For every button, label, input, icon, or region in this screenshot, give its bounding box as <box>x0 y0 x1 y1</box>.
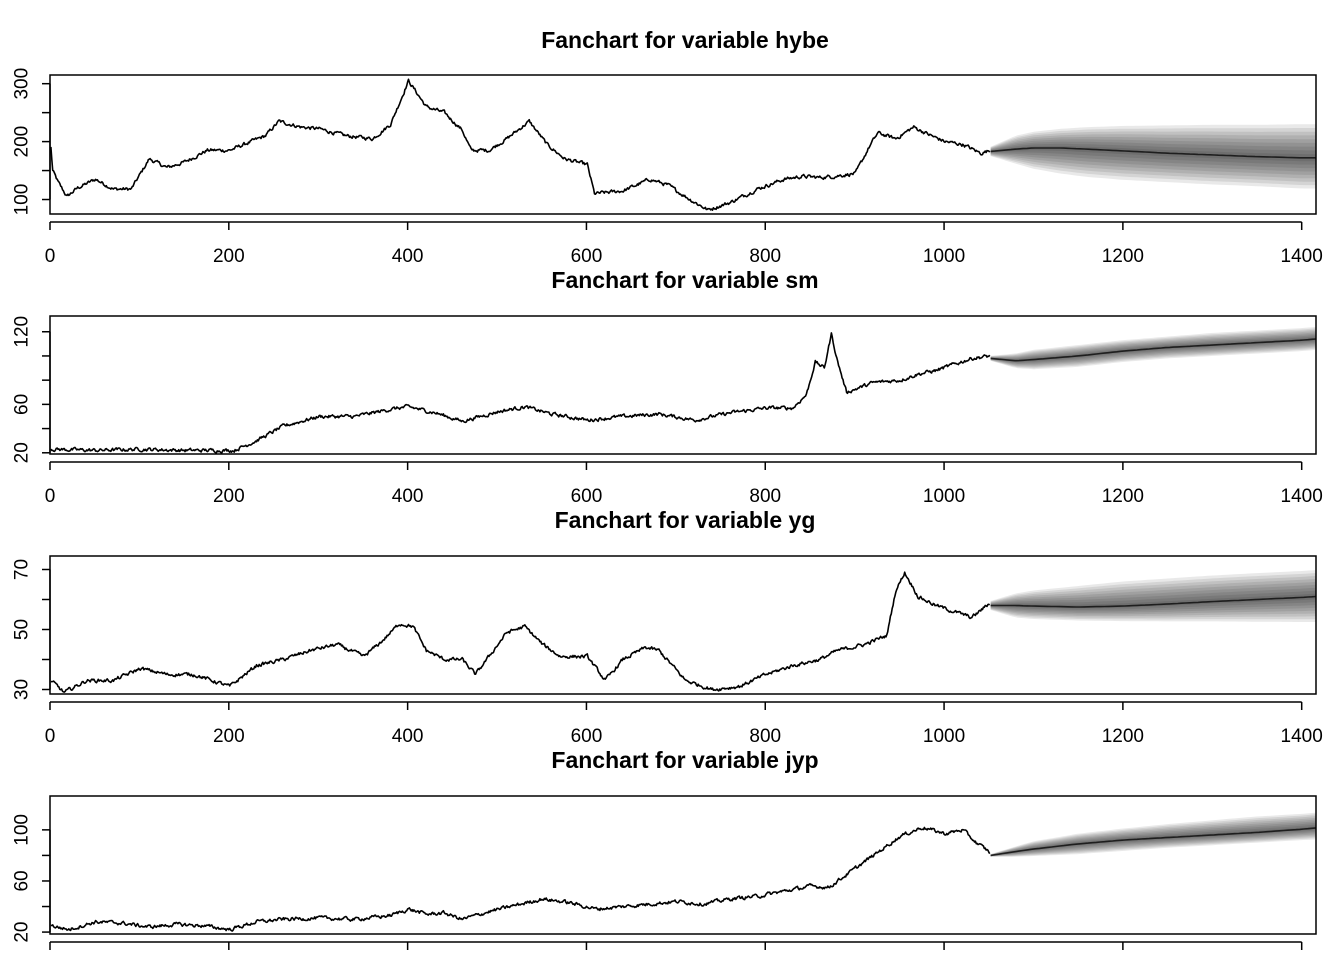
panel-4: Fanchart for variable jyp 20 60 100 <box>12 747 1317 950</box>
fan-band <box>990 814 1316 857</box>
x-tick-label: 1000 <box>923 726 965 747</box>
x-tick-label: 1400 <box>1281 726 1323 747</box>
panel-1: Fanchart for variable hybe 0 200 400 600 800 1… <box>12 27 1323 267</box>
fan-band <box>990 812 1316 857</box>
chart-title: Fanchart for variable hybe <box>541 27 829 53</box>
y-tick-label: 100 <box>12 184 33 216</box>
plot-frame <box>49 315 1317 455</box>
fan-band <box>990 817 1316 857</box>
y-tick-label: 60 <box>12 394 33 415</box>
chart-title: Fanchart for variable yg <box>555 507 816 533</box>
chart-title: Fanchart for variable sm <box>551 267 818 293</box>
x-tick-label: 400 <box>392 726 424 747</box>
panel-2: Fanchart for variable sm 0 200 400 600 800 100… <box>12 267 1323 507</box>
y-tick-label: 60 <box>12 870 33 891</box>
fan-band <box>990 822 1316 856</box>
x-tick-label: 200 <box>213 246 245 267</box>
y-tick-label: 70 <box>12 559 33 580</box>
x-tick-label: 1200 <box>1102 246 1144 267</box>
series-line <box>50 78 991 211</box>
fan-band <box>990 145 1316 162</box>
forecast-mean-line <box>990 595 1317 608</box>
fan-band <box>990 136 1316 175</box>
x-tick-label: 400 <box>392 486 424 507</box>
fan-band <box>990 128 1316 186</box>
fan-band <box>990 824 1316 856</box>
fan-band <box>990 584 1316 613</box>
fan-band <box>990 593 1316 609</box>
panel-3: Fanchart for variable yg 0 200 400 600 800 100… <box>12 507 1323 747</box>
plot-frame <box>49 795 1317 935</box>
y-axis: 30 50 70 <box>12 559 51 700</box>
x-tick-label: 600 <box>571 246 603 267</box>
y-tick-label: 300 <box>12 68 33 100</box>
forecast-mean-line <box>990 338 1317 362</box>
x-tick-label: 1200 <box>1102 486 1144 507</box>
series-line <box>50 826 991 932</box>
y-axis: 20 60 100 <box>12 814 51 943</box>
x-axis: 0 200 400 600 800 1000 1200 1400 <box>45 461 1323 507</box>
y-tick-label: 120 <box>12 316 33 348</box>
x-tick-label: 400 <box>392 246 424 267</box>
y-tick-label: 20 <box>12 922 33 943</box>
fan-band <box>990 131 1316 182</box>
fan-band <box>990 590 1316 610</box>
x-tick-label: 600 <box>571 726 603 747</box>
forecast-fan <box>990 812 1317 857</box>
x-tick-label: 800 <box>749 486 781 507</box>
plot-frame <box>49 555 1317 695</box>
series-line <box>50 571 991 693</box>
x-axis: 0 200 400 600 800 1000 1200 1400 <box>45 221 1323 267</box>
x-axis: 0 200 400 600 800 1000 1200 1400 <box>45 701 1323 747</box>
fan-band <box>990 816 1316 857</box>
fan-band <box>990 134 1316 179</box>
x-tick-label: 1000 <box>923 246 965 267</box>
y-axis: 20 60 120 <box>12 316 51 463</box>
fan-band <box>990 573 1316 620</box>
x-tick-label: 800 <box>749 726 781 747</box>
y-tick-label: 30 <box>12 679 33 700</box>
series-line <box>50 332 991 454</box>
x-tick-label: 800 <box>749 246 781 267</box>
forecast-fan <box>990 124 1316 189</box>
fan-band <box>990 570 1316 622</box>
y-tick-label: 200 <box>12 126 33 158</box>
y-tick-label: 100 <box>12 814 33 846</box>
forecast-fan <box>990 570 1317 622</box>
x-tick-label: 1200 <box>1102 726 1144 747</box>
fan-band <box>990 139 1316 172</box>
x-axis <box>49 941 1303 950</box>
chart-title: Fanchart for variable jyp <box>551 747 818 773</box>
y-axis: 100 200 300 <box>12 68 51 216</box>
x-tick-label: 1000 <box>923 486 965 507</box>
fan-band <box>990 124 1316 189</box>
forecast-mean-line <box>990 827 1317 857</box>
y-tick-label: 50 <box>12 619 33 640</box>
x-tick-label: 0 <box>45 246 56 267</box>
y-tick-label: 20 <box>12 442 33 463</box>
x-tick-label: 200 <box>213 486 245 507</box>
x-tick-label: 0 <box>45 486 56 507</box>
x-tick-label: 200 <box>213 726 245 747</box>
x-tick-label: 1400 <box>1281 246 1323 267</box>
x-tick-label: 0 <box>45 726 56 747</box>
x-tick-label: 600 <box>571 486 603 507</box>
forecast-fan <box>990 326 1317 370</box>
fan-band <box>990 587 1316 612</box>
x-tick-label: 1400 <box>1281 486 1323 507</box>
forecast-mean-line <box>990 147 1316 159</box>
